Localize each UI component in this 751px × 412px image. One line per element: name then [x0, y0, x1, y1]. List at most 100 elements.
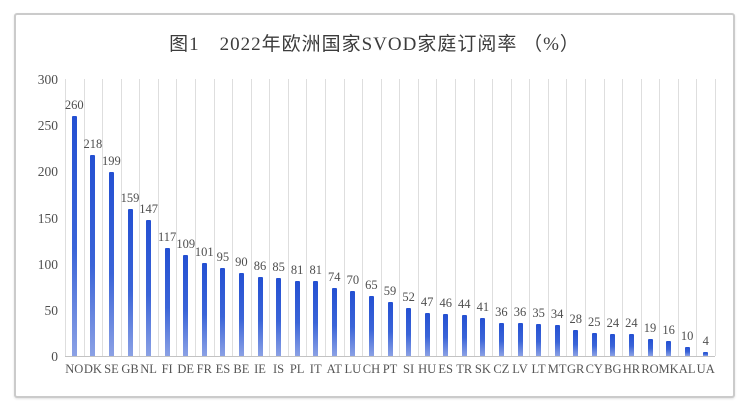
- bar-AT: [331, 287, 337, 356]
- x-axis-label: AT: [326, 362, 342, 376]
- vertical-gridline: [677, 79, 679, 356]
- vertical-gridline: [529, 79, 531, 356]
- vertical-gridline: [715, 79, 716, 356]
- bar-ES: [443, 313, 449, 356]
- vertical-gridline: [250, 79, 252, 356]
- bar-NL: [146, 220, 152, 356]
- bar-value-label: 47: [420, 294, 434, 309]
- x-axis-label: PT: [382, 362, 398, 376]
- x-axis-label: FR: [196, 362, 212, 376]
- x-axis-label: IS: [273, 362, 285, 376]
- bar-value-label: 260: [64, 97, 84, 112]
- bar-AL: [684, 346, 690, 356]
- vertical-gridline: [585, 79, 586, 356]
- bar-value-label: 74: [328, 269, 341, 284]
- bar-value-label: 35: [532, 305, 545, 320]
- bar-IT: [313, 281, 319, 356]
- vertical-gridline: [603, 79, 605, 356]
- bar-value-label: 65: [365, 278, 378, 292]
- bar-value-label: 10: [680, 328, 694, 343]
- bar-MK: [666, 341, 672, 356]
- bar-GB: [127, 209, 133, 356]
- vertical-gridline: [176, 79, 178, 356]
- bar-FR: [201, 262, 207, 356]
- bar-value-label: 59: [383, 283, 397, 298]
- vertical-gridline: [455, 79, 456, 356]
- vertical-gridline: [213, 79, 215, 356]
- bar-value-label: 44: [458, 297, 471, 312]
- bar-LU: [350, 291, 356, 356]
- bar-HU: [424, 312, 430, 356]
- bar-value-label: 81: [290, 263, 304, 278]
- bar-value-label: 109: [176, 237, 196, 252]
- bar-MT: [554, 324, 560, 356]
- bar-CY: [591, 332, 597, 356]
- vertical-gridline: [659, 79, 661, 356]
- vertical-gridline: [362, 79, 364, 356]
- x-axis-label: LV: [512, 362, 528, 376]
- vertical-gridline: [83, 79, 85, 356]
- x-axis-label: IT: [309, 362, 322, 376]
- x-axis-label: BG: [604, 362, 622, 376]
- bar-value-label: 36: [495, 304, 508, 319]
- x-axis-label: LT: [531, 362, 546, 376]
- bar-value-label: 218: [83, 136, 103, 151]
- y-tick-label: 50: [44, 302, 59, 318]
- x-axis-label: HR: [622, 362, 641, 376]
- x-axis-label: GB: [121, 362, 139, 376]
- bar-value-label: 41: [476, 300, 490, 315]
- bar-value-label: 24: [625, 315, 638, 330]
- bar-PL: [294, 281, 300, 356]
- bar-FI: [164, 248, 170, 356]
- vertical-gridline: [417, 79, 419, 356]
- bar-value-label: 70: [346, 273, 360, 288]
- bar-HR: [628, 333, 634, 356]
- bar-BE: [238, 272, 244, 356]
- x-axis-label: MK: [658, 362, 679, 376]
- x-axis-label: ES: [438, 362, 453, 376]
- x-axis-label: SI: [403, 362, 415, 376]
- bar-SE: [108, 172, 114, 356]
- bar-value-label: 147: [139, 202, 158, 217]
- vertical-gridline: [120, 79, 122, 356]
- x-axis-label: BE: [233, 362, 250, 376]
- vertical-gridline: [269, 79, 271, 356]
- vertical-gridline: [343, 79, 345, 356]
- bar-SI: [406, 308, 412, 356]
- x-axis-label: DK: [83, 362, 102, 376]
- bar-value-label: 25: [588, 314, 601, 329]
- vertical-gridline: [139, 79, 141, 356]
- bar-LT: [536, 323, 542, 356]
- x-axis-label: CY: [585, 362, 603, 376]
- x-axis-label: TR: [456, 362, 473, 376]
- x-axis-label: LU: [344, 362, 362, 376]
- bar-value-label: 85: [272, 259, 285, 274]
- vertical-gridline: [65, 79, 66, 356]
- x-axis-label: AL: [678, 362, 696, 376]
- x-axis-label: RO: [641, 362, 659, 376]
- vertical-gridline: [473, 79, 475, 356]
- vertical-gridline: [640, 79, 642, 356]
- chart-title: 图1 2022年欧洲国家SVOD家庭订阅率 （%）: [169, 34, 580, 55]
- bar-CH: [368, 296, 374, 356]
- x-axis-label: UA: [696, 362, 715, 376]
- bar-PT: [387, 301, 393, 356]
- vertical-gridline: [157, 79, 159, 356]
- vertical-gridline: [399, 79, 401, 356]
- bar-value-label: 199: [102, 154, 121, 169]
- x-axis-label: DE: [177, 362, 195, 376]
- bar-NO: [71, 115, 77, 356]
- bar-RO: [647, 338, 653, 356]
- vertical-gridline: [380, 79, 382, 356]
- plot-area: 260 NO 218 DK 199 SE 159 GB 147 NL 117 FI 109 DE 101 FR…: [64, 79, 716, 375]
- y-tick-label: 0: [51, 349, 58, 364]
- x-axis-label: CZ: [493, 362, 510, 376]
- vertical-gridline: [436, 79, 438, 356]
- vertical-gridline: [287, 79, 289, 356]
- chart-card: 图1 2022年欧洲国家SVOD家庭订阅率 （%） 0 50 100 150 200 25…: [14, 13, 735, 398]
- x-axis-label: PL: [289, 362, 305, 376]
- bar-value-label: 24: [606, 315, 620, 330]
- x-axis-label: CH: [362, 362, 381, 376]
- bar-DK: [90, 154, 96, 356]
